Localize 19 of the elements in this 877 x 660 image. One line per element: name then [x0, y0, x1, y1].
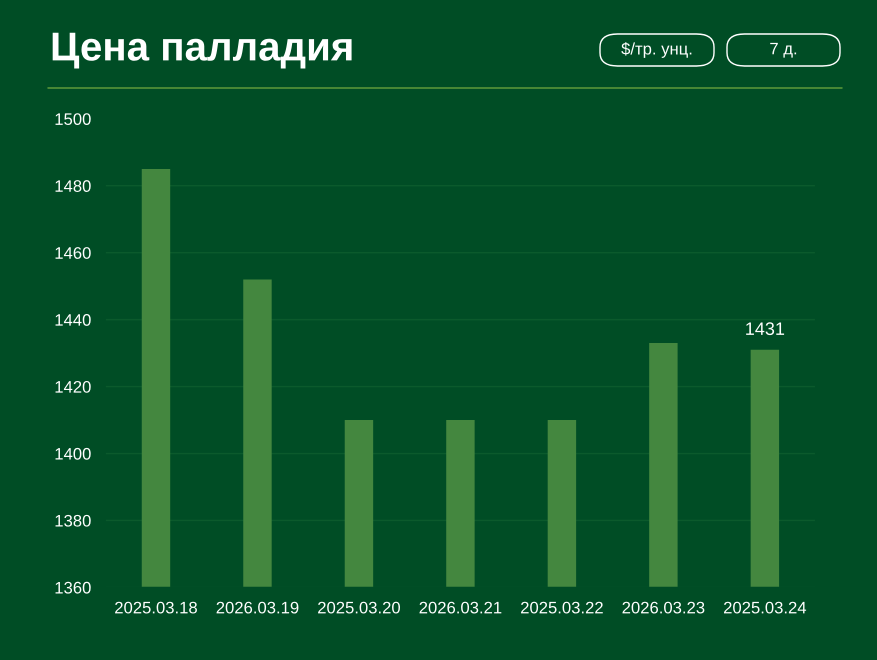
y-tick-label: 1400	[56, 448, 91, 460]
y-tick-label: 1500	[56, 113, 91, 126]
y-tick-label: 1460	[56, 247, 91, 259]
y-tick-label: 1480	[56, 180, 91, 192]
y-tick-label: 1360	[56, 582, 91, 594]
chart-title: Цена палладия	[52, 32, 352, 68]
y-tick-label: 1440	[56, 314, 91, 326]
x-tick-label: 2026.03.19	[216, 602, 298, 614]
x-tick-label: 2025.03.24	[724, 602, 806, 614]
y-tick-label: 1380	[56, 514, 91, 527]
data-label: 1431	[746, 322, 784, 336]
text: $/тр. унц.	[621, 42, 692, 58]
x-tick-label: 2025.03.20	[318, 602, 400, 614]
text: 7 д.	[770, 42, 796, 58]
y-tick-label: 1420	[56, 380, 91, 393]
x-tick-label: 2026.03.21	[420, 602, 502, 614]
x-tick-label: 2025.03.18	[115, 602, 197, 614]
x-tick-label: 2025.03.22	[521, 602, 603, 614]
x-tick-label: 2026.03.23	[622, 602, 704, 614]
